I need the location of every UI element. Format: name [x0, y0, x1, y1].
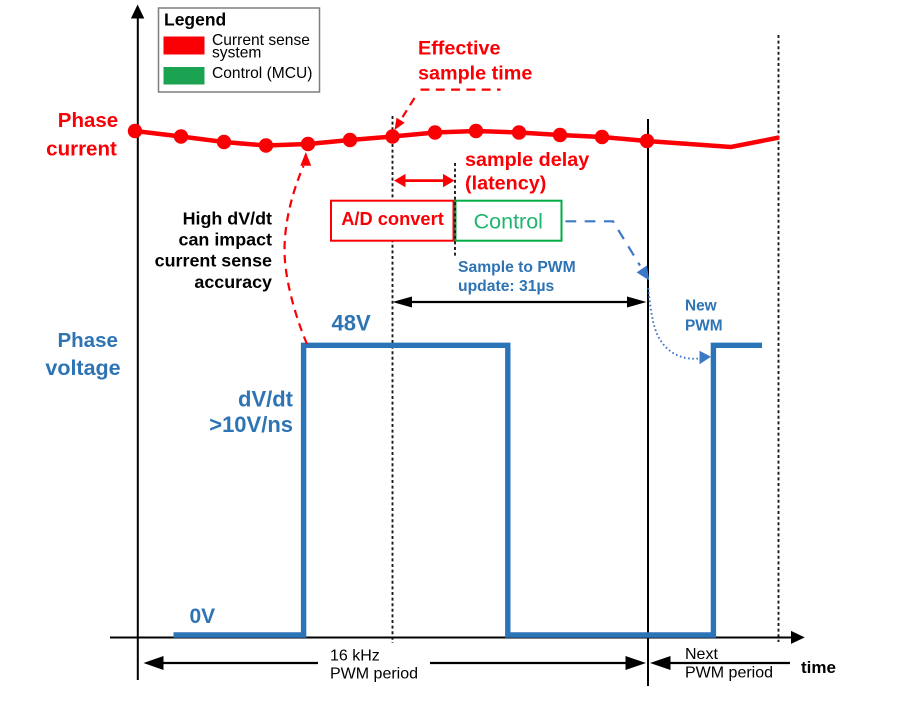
svg-text:A/D convert: A/D convert [341, 208, 444, 229]
svg-text:current: current [46, 137, 117, 160]
svg-text:accuracy: accuracy [194, 272, 272, 292]
svg-text:sample delay: sample delay [465, 149, 589, 171]
svg-text:Effective: Effective [418, 38, 500, 60]
svg-text:Control: Control [474, 210, 543, 234]
svg-text:sample time: sample time [418, 63, 532, 85]
svg-text:current sense: current sense [155, 251, 272, 271]
svg-text:Control (MCU): Control (MCU) [212, 65, 313, 82]
svg-text:update: 31µs: update: 31µs [458, 278, 554, 295]
svg-text:PWM period: PWM period [330, 666, 418, 683]
svg-text:Legend: Legend [164, 10, 226, 30]
svg-text:Sample to PWM: Sample to PWM [458, 259, 576, 276]
svg-text:can impact: can impact [179, 230, 273, 250]
svg-text:Phase: Phase [58, 109, 118, 132]
svg-text:48V: 48V [332, 311, 371, 336]
svg-text:0V: 0V [190, 605, 216, 628]
svg-text:PWM period: PWM period [685, 665, 773, 682]
svg-text:(latency): (latency) [465, 173, 546, 195]
svg-text:time: time [801, 658, 836, 677]
svg-text:New: New [685, 298, 717, 315]
svg-text:dV/dt: dV/dt [238, 387, 294, 412]
svg-text:PWM: PWM [685, 317, 723, 334]
svg-text:Next: Next [685, 646, 718, 663]
svg-text:voltage: voltage [45, 356, 120, 380]
svg-text:16 kHz: 16 kHz [330, 648, 380, 665]
svg-text:Current sense: Current sense [212, 32, 310, 49]
svg-text:High dV/dt: High dV/dt [183, 208, 272, 228]
svg-text:>10V/ns: >10V/ns [209, 412, 293, 437]
svg-text:system: system [212, 45, 261, 62]
svg-text:Phase: Phase [57, 329, 117, 352]
